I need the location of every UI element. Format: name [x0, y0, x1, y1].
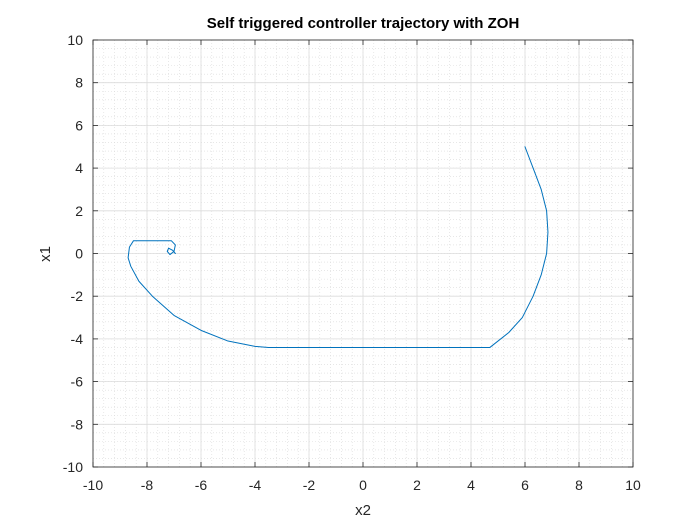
y-tick-label: 2 [75, 203, 83, 219]
major-grid [92, 39, 634, 468]
plot-area [92, 39, 634, 468]
x-tick-label: -10 [83, 477, 103, 493]
trajectory-line [127, 146, 549, 348]
y-tick-label: -4 [71, 331, 84, 347]
series-layer [127, 146, 549, 348]
y-tick-label: 0 [75, 246, 83, 262]
x-tick-labels: -10 -8 -6 -4 -2 0 2 4 6 8 10 [83, 477, 641, 493]
x-tick-label: -2 [303, 477, 316, 493]
y-tick-label: 6 [75, 117, 83, 133]
x-tick-label: 8 [575, 477, 583, 493]
x-tick-label: 0 [359, 477, 367, 493]
tick-marks [92, 39, 634, 468]
x-tick-label: 6 [521, 477, 529, 493]
y-tick-label: -6 [71, 374, 84, 390]
x-tick-label: -8 [141, 477, 154, 493]
y-axis-label: x1 [37, 246, 54, 262]
y-tick-label: 10 [67, 32, 83, 48]
y-tick-label: -8 [71, 416, 84, 432]
x-tick-label: 2 [413, 477, 421, 493]
y-tick-label: -10 [63, 459, 83, 475]
y-tick-label: -2 [71, 288, 84, 304]
x-tick-label: 10 [625, 477, 641, 493]
y-tick-labels: -10 -8 -6 -4 -2 0 2 4 6 8 10 [63, 32, 83, 475]
x-axis-label: x2 [355, 502, 371, 519]
x-tick-label: -4 [249, 477, 262, 493]
chart-title: Self triggered controller trajectory wit… [207, 15, 520, 32]
y-tick-label: 8 [75, 75, 83, 91]
x-tick-label: -6 [195, 477, 208, 493]
x-tick-label: 4 [467, 477, 475, 493]
y-tick-label: 4 [75, 160, 83, 176]
